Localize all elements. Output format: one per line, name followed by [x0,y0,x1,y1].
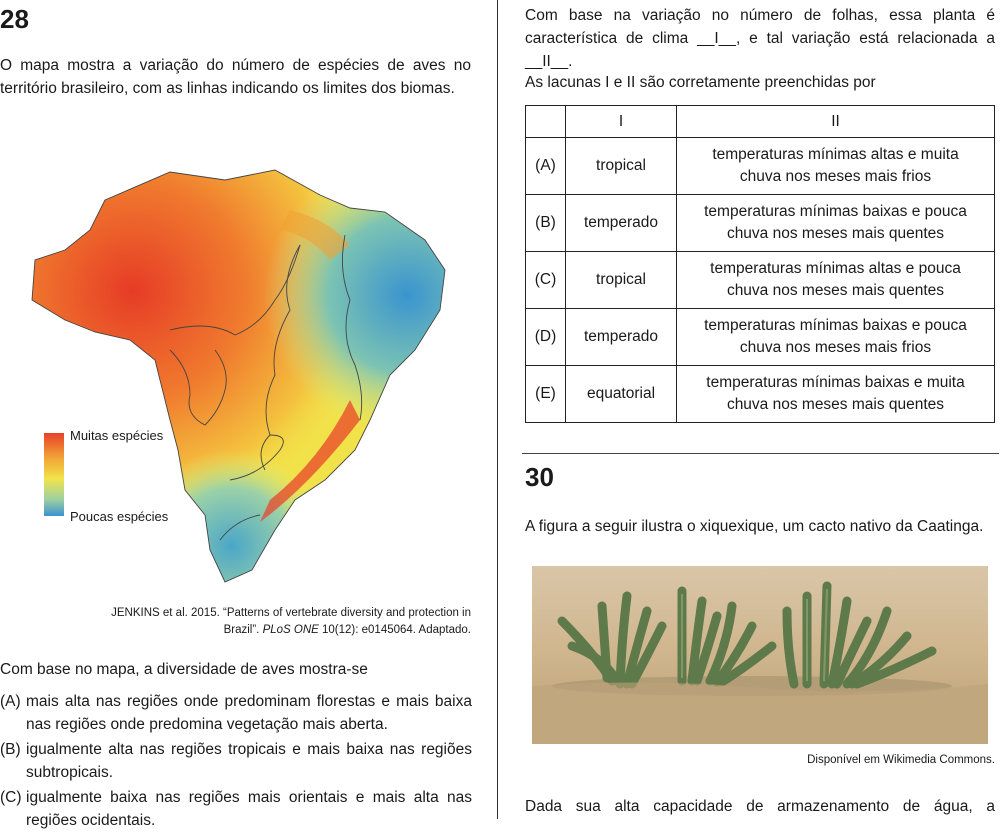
table-row-b[interactable]: (B) temperado temperaturas mínimas baixa… [525,194,995,252]
xiquexique-cactus-photo [532,566,988,744]
table-header-ii: II [676,105,995,138]
legend-label-high: Muitas espécies [70,428,164,443]
q29-text: Com base na variação no número de folhas… [525,7,995,70]
citation-line-1: JENKINS et al. 2015. “Patterns of verteb… [111,607,471,619]
question-number-30: 30 [525,462,554,492]
q28-option-a[interactable]: (A) mais alta nas regiões onde predomina… [0,690,472,736]
option-letter: (A) [0,693,21,710]
question-separator [522,453,999,454]
column-divider [497,0,498,819]
option-letter: (B) [0,741,21,758]
table-row-d[interactable]: (D) temperado temperaturas mínimas baixa… [525,308,995,366]
photo-credit: Disponível em Wikimedia Commons. [807,754,995,766]
citation-line-2: Brazil”. PLoS ONE 10(12): e0145064. Adap… [223,624,471,636]
option-text: mais alta nas regiões onde predominam fl… [26,693,472,733]
q29-prompt: As lacunas I e II são corretamente preen… [525,74,876,91]
question-number-28: 28 [0,4,29,34]
map-citation: JENKINS et al. 2015. “Patterns of verteb… [0,605,471,639]
table-row-a[interactable]: (A) tropical temperaturas mínimas altas … [525,137,995,195]
q28-stem: Com base no mapa, a diversidade de aves … [0,661,368,678]
table-header-i: I [565,105,677,138]
blank-ii: __II__ [525,53,569,70]
map-legend-bar [44,433,64,516]
legend-label-low: Poucas espécies [70,509,169,524]
q28-intro: O mapa mostra a variação do número de es… [0,57,471,97]
table-row-e[interactable]: (E) equatorial temperaturas mínimas baix… [525,365,995,423]
q28-option-b[interactable]: (B) igualmente alta nas regiões tropicai… [0,738,472,784]
q29-answer-table: I II (A) tropical temperaturas mínimas a… [525,105,995,423]
option-text: igualmente alta nas regiões tropicais e … [26,741,472,781]
option-text: igualmente baixa nas regiões mais orient… [26,789,472,829]
blank-i: __I__ [697,30,736,47]
table-header-letter [525,105,566,138]
q30-continuation: Dada sua alta capacidade de armazenament… [525,798,995,815]
q28-option-c[interactable]: (C) igualmente baixa nas regiões mais or… [0,786,472,832]
brazil-bird-diversity-map [31,169,446,583]
option-letter: (C) [0,789,22,806]
table-row-c[interactable]: (C) tropical temperaturas mínimas altas … [525,251,995,309]
q30-intro: A figura a seguir ilustra o xiquexique, … [525,518,984,535]
